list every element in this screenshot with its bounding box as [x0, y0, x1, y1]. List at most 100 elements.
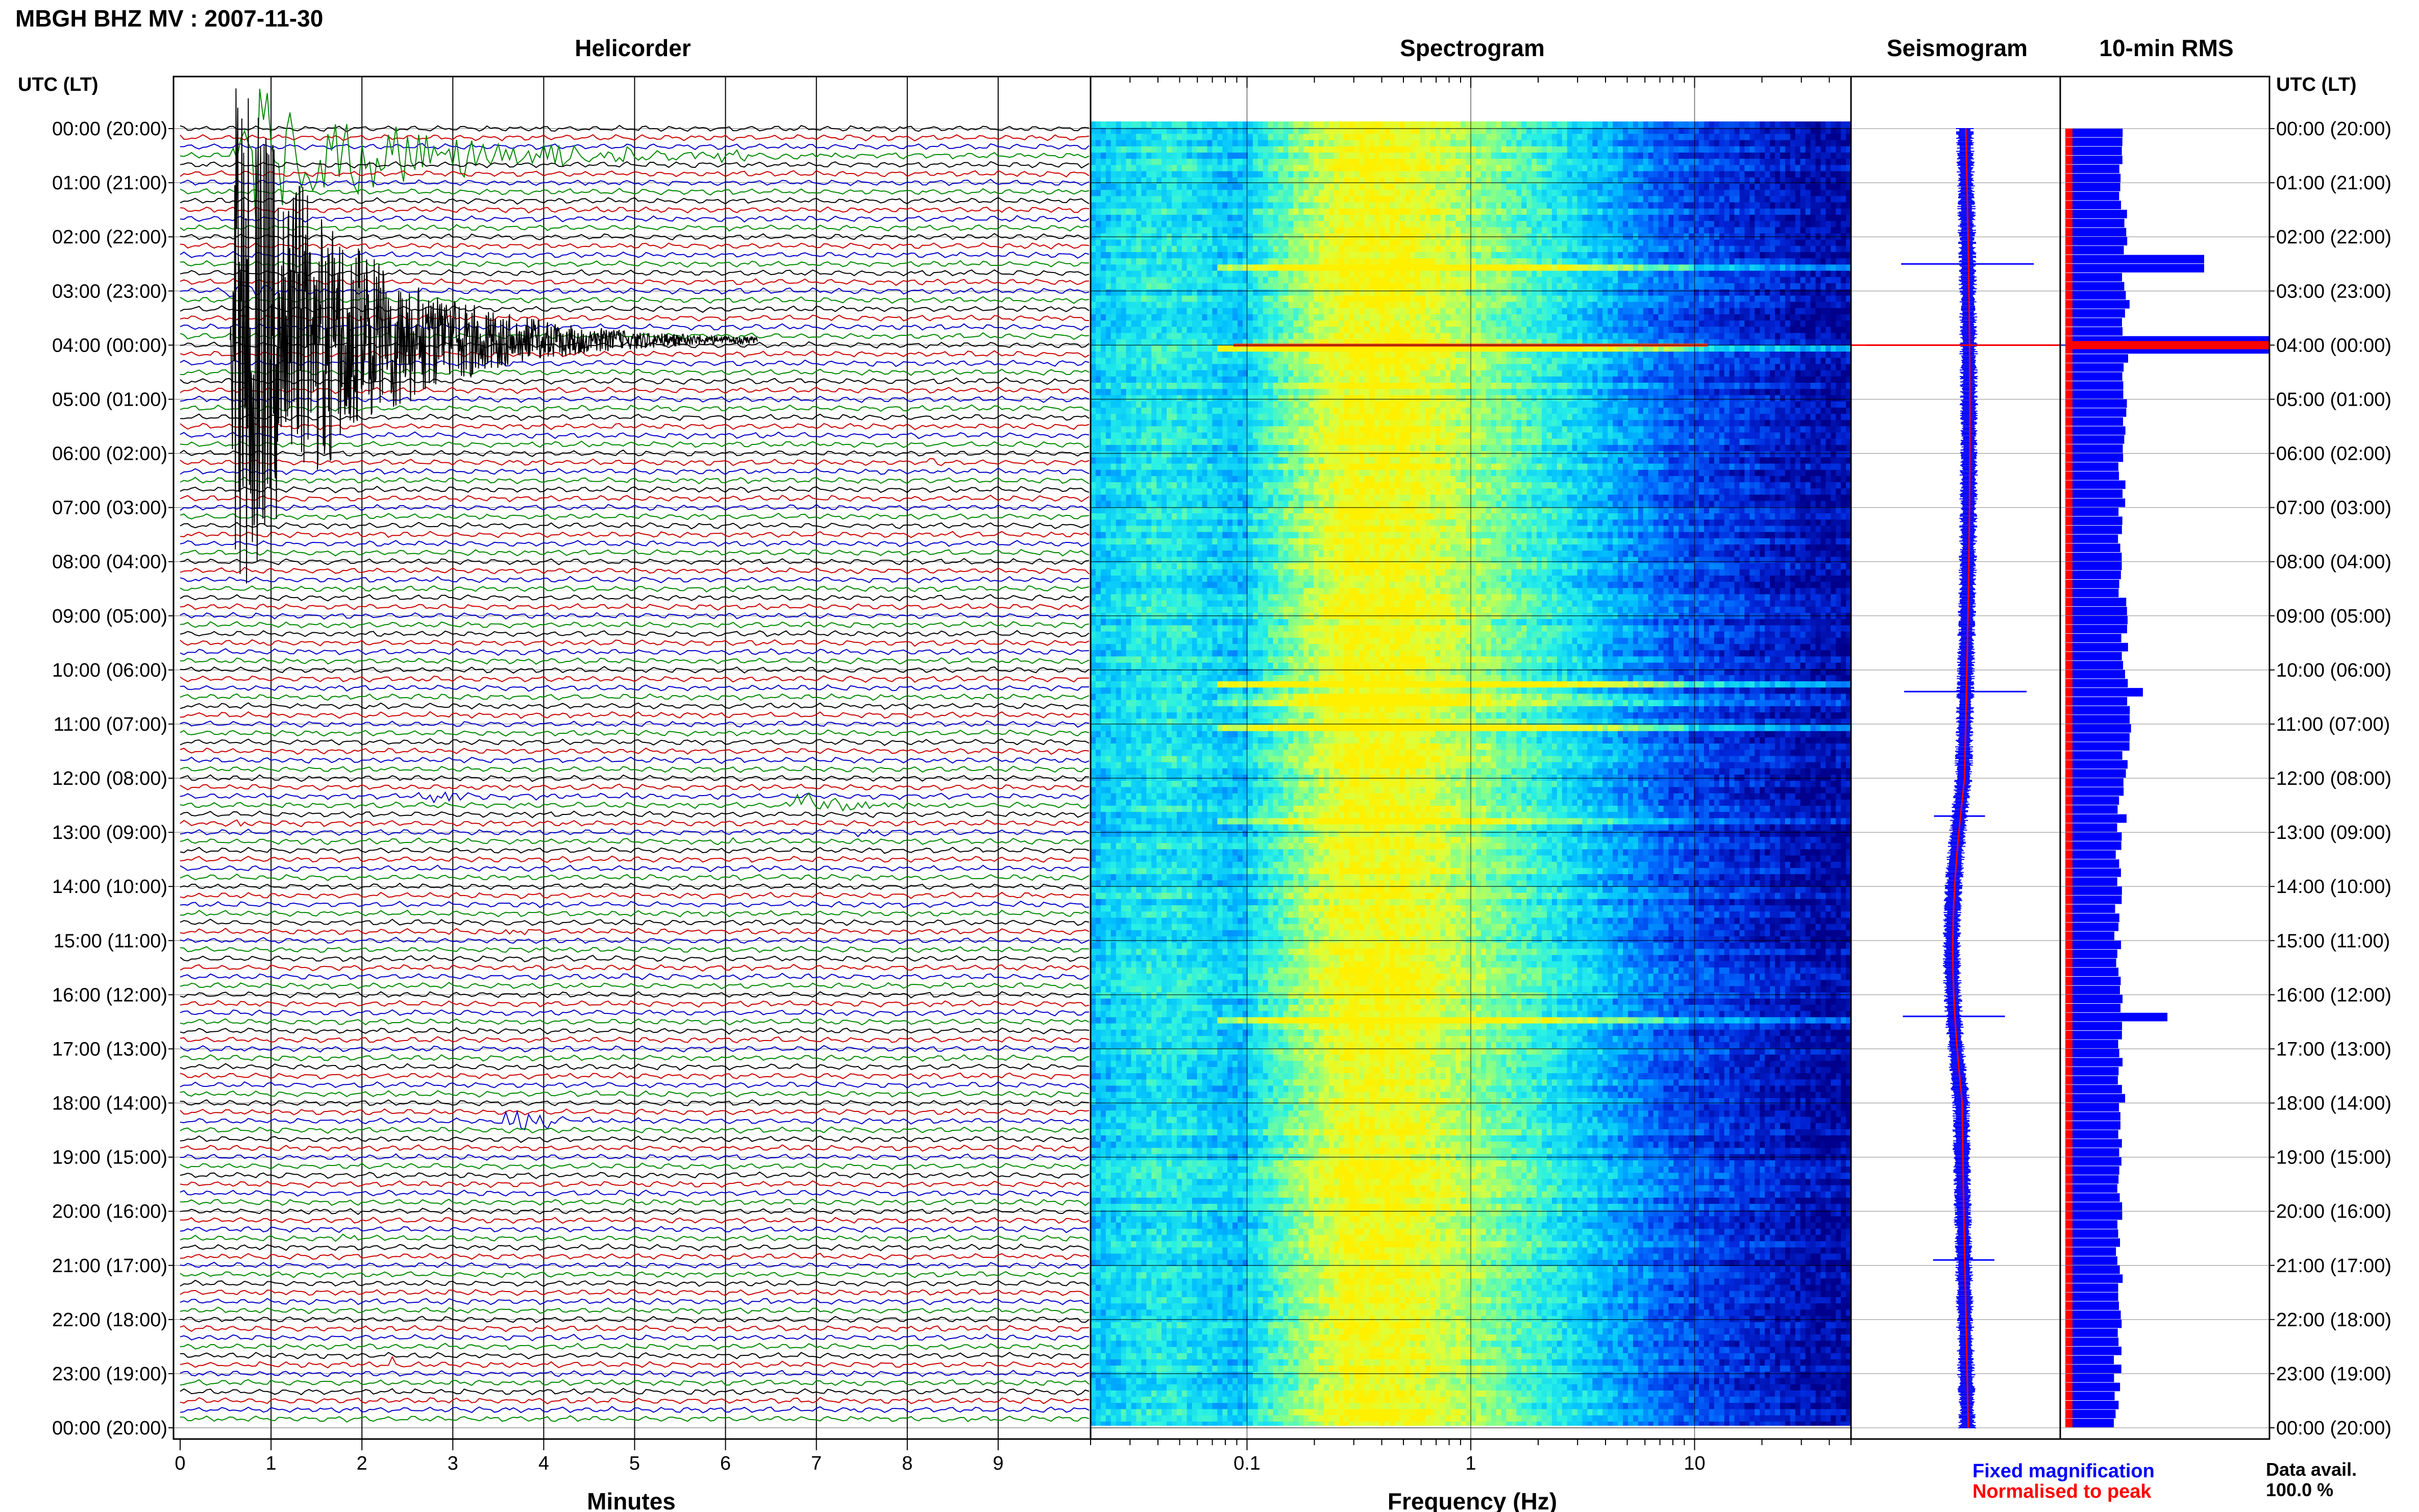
spectrogram-cell [1091, 134, 1096, 140]
hour-label-right: 14:00 (10:00) [2276, 876, 2391, 898]
spectrogram-cell [1172, 121, 1177, 128]
spectrogram-cell [1253, 153, 1258, 159]
spectrogram-cell [1339, 146, 1345, 153]
spectrogram-cell [1202, 146, 1208, 153]
spectrogram-cell [1324, 140, 1329, 147]
spectrogram-cell [1455, 153, 1461, 159]
spectrogram-cell [1116, 159, 1122, 165]
spectrogram-cell [1583, 146, 1588, 153]
spectrogram-cell [1816, 153, 1821, 159]
spectrogram-cell [1440, 153, 1446, 159]
spectrogram-cell [1597, 140, 1603, 147]
spectrogram-cell [1679, 134, 1684, 140]
spectrogram-cell [1664, 153, 1669, 159]
spectrogram-cell [1273, 153, 1279, 159]
spectrogram-cell [1425, 121, 1431, 128]
spectrogram-cell [1572, 153, 1578, 159]
spectrogram-cell [1820, 121, 1826, 128]
spectrogram-cell [1298, 134, 1304, 140]
spectrogram-cell [1836, 146, 1841, 153]
spectrogram-cell [1197, 146, 1203, 153]
spectrogram-cell [1760, 153, 1765, 159]
spectrogram-cell [1121, 134, 1127, 140]
spectrogram-cell [1547, 134, 1552, 140]
spectrogram-cell [1238, 121, 1243, 128]
spectrogram-cell [1187, 153, 1193, 159]
hour-label-left: 11:00 (07:00) [54, 714, 167, 735]
spectrogram-cell [1583, 134, 1588, 140]
spectrogram-cell [1354, 146, 1360, 153]
spectrogram-cell [1415, 121, 1421, 128]
spectrogram-cell [1293, 153, 1299, 159]
spectrogram-cell [1360, 121, 1365, 128]
spectrogram-cell [1207, 146, 1213, 153]
spectrogram-cell [1557, 134, 1563, 140]
spectrogram-cell [1749, 121, 1755, 128]
spectrogram-cell [1800, 121, 1806, 128]
spectrogram-cell [1374, 153, 1380, 159]
spectrogram-cell [1182, 153, 1188, 159]
spectrogram-cell [1172, 153, 1177, 159]
spectrogram-cell [1659, 153, 1664, 159]
spectrogram-cell [1096, 146, 1101, 153]
spectrogram-cell [1253, 121, 1258, 128]
hour-label-right: 16:00 (12:00) [2276, 984, 2391, 1006]
spectrogram-cell [1491, 146, 1497, 153]
spectrogram-cell [1562, 121, 1568, 128]
spectrogram-cell [1486, 146, 1492, 153]
spectrogram-cell [1253, 134, 1258, 140]
spectrogram-cell [1709, 146, 1715, 153]
spectrogram-cell [1440, 134, 1446, 140]
spectrogram-cell [1679, 153, 1684, 159]
spectrogram-cell [1775, 140, 1781, 147]
hour-label-right: 08:00 (04:00) [2276, 552, 2391, 573]
spectrogram-cell [1232, 134, 1238, 140]
spectrogram-cell [1592, 146, 1598, 153]
spectrogram-cell [1512, 146, 1517, 153]
spectrogram-cell [1841, 121, 1846, 128]
hour-label-right: 06:00 (02:00) [2276, 443, 2391, 465]
hour-label-right: 19:00 (15:00) [2276, 1147, 2391, 1169]
spectrogram-cell [1765, 146, 1770, 153]
spectrogram-cell [1187, 121, 1193, 128]
spectrogram-cell [1288, 140, 1294, 147]
spectrogram-cell [1567, 121, 1573, 128]
hour-label-right: 13:00 (09:00) [2276, 822, 2391, 844]
spectrogram-cell [1379, 153, 1385, 159]
spectrogram-cell [1126, 159, 1132, 165]
spectrogram-cell [1709, 121, 1715, 128]
spectrogram-cell [1825, 140, 1831, 147]
spectrogram-cell [1790, 146, 1796, 153]
hour-label-left: 02:00 (22:00) [52, 227, 167, 248]
spectrogram-cell [1405, 140, 1411, 147]
hour-label-right: 10:00 (06:00) [2276, 660, 2391, 681]
spectrogram-cell [1557, 140, 1563, 147]
spectrogram-cell [1785, 134, 1791, 140]
spectrogram-cell [1167, 140, 1172, 147]
spectrogram-cell [1806, 121, 1811, 128]
spectrogram-cell [1684, 146, 1689, 153]
spectrogram-cell [1744, 146, 1750, 153]
spectrogram-cell [1232, 140, 1238, 147]
spectrogram-cell [1314, 134, 1319, 140]
spectrogram-cell [1831, 134, 1836, 140]
hour-label-left: 09:00 (05:00) [52, 606, 167, 627]
helicorder-panel-title: Helicorder [575, 35, 691, 61]
spectrogram-cell [1526, 146, 1532, 153]
spectrogram-cell [1668, 140, 1674, 147]
spectrogram-cell [1141, 140, 1147, 147]
spectrogram-cell [1278, 140, 1284, 147]
spectrogram-cell [1390, 121, 1395, 128]
spectrogram-cell [1775, 153, 1781, 159]
spectrogram-cell [1836, 134, 1841, 140]
spectrogram-cell [1659, 121, 1664, 128]
spectrogram-cell [1689, 134, 1694, 140]
spectrogram-cell [1096, 153, 1101, 159]
spectrogram-cell [1836, 121, 1841, 128]
spectrogram-cell [1623, 134, 1628, 140]
hour-label-right: 17:00 (13:00) [2276, 1038, 2391, 1060]
spectrogram-cell [1643, 153, 1649, 159]
hour-label-right: 15:00 (11:00) [2276, 930, 2390, 952]
spectrogram-cell [1481, 153, 1487, 159]
spectrogram-cell [1719, 121, 1725, 128]
